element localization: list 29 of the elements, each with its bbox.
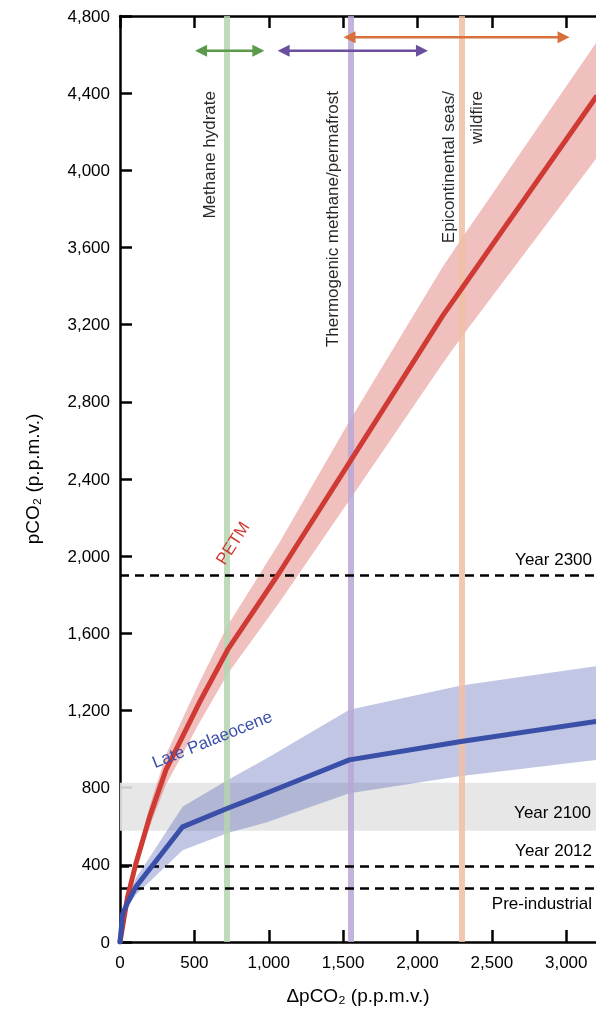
y-tick-label: 2,800 xyxy=(67,392,110,412)
ref-line-label: Thermogenic methane/permafrost xyxy=(323,90,343,348)
y-tick-label: 1,600 xyxy=(67,623,110,643)
x-tick-label: 2,000 xyxy=(396,953,439,972)
x-tick-label: 500 xyxy=(180,953,209,972)
ref-line-label: Pre-industrial xyxy=(491,894,592,914)
x-tick-label: 1,500 xyxy=(321,953,365,972)
x-tick-label: 2,500 xyxy=(470,953,514,972)
y-tick-label: 4,800 xyxy=(67,6,110,26)
y-tick-label: 4,000 xyxy=(67,160,110,180)
y-tick-label: 400 xyxy=(81,855,110,875)
y-tick-label: 1,200 xyxy=(67,701,110,720)
y-tick-label: 0 xyxy=(100,932,110,952)
x-axis-title: ΔpCO₂ (p.p.m.v.) xyxy=(286,985,430,1006)
y-tick-label: 2,400 xyxy=(67,469,110,489)
y-tick-label: 800 xyxy=(81,778,110,798)
y-tick-label: 4,400 xyxy=(67,83,110,103)
y-tick-label: 2,000 xyxy=(67,546,110,566)
ref-line-label: Year 2012 xyxy=(515,840,592,860)
x-tick-label: 3,000 xyxy=(544,953,588,972)
ref-line-label: Methane hydrate xyxy=(199,91,219,219)
y-tick-label: 3,600 xyxy=(67,238,110,257)
y-tick-label: 3,200 xyxy=(67,315,110,335)
band-label: Year 2100 xyxy=(514,803,591,823)
y-axis-title: pCO₂ (p.p.m.v.) xyxy=(22,413,43,545)
x-tick-label: 0 xyxy=(115,953,125,972)
ref-line-label: Epicontinental seas/ wildfire xyxy=(438,90,486,244)
x-tick-label: 1,000 xyxy=(247,953,291,972)
ref-line-label: Year 2300 xyxy=(515,549,592,569)
